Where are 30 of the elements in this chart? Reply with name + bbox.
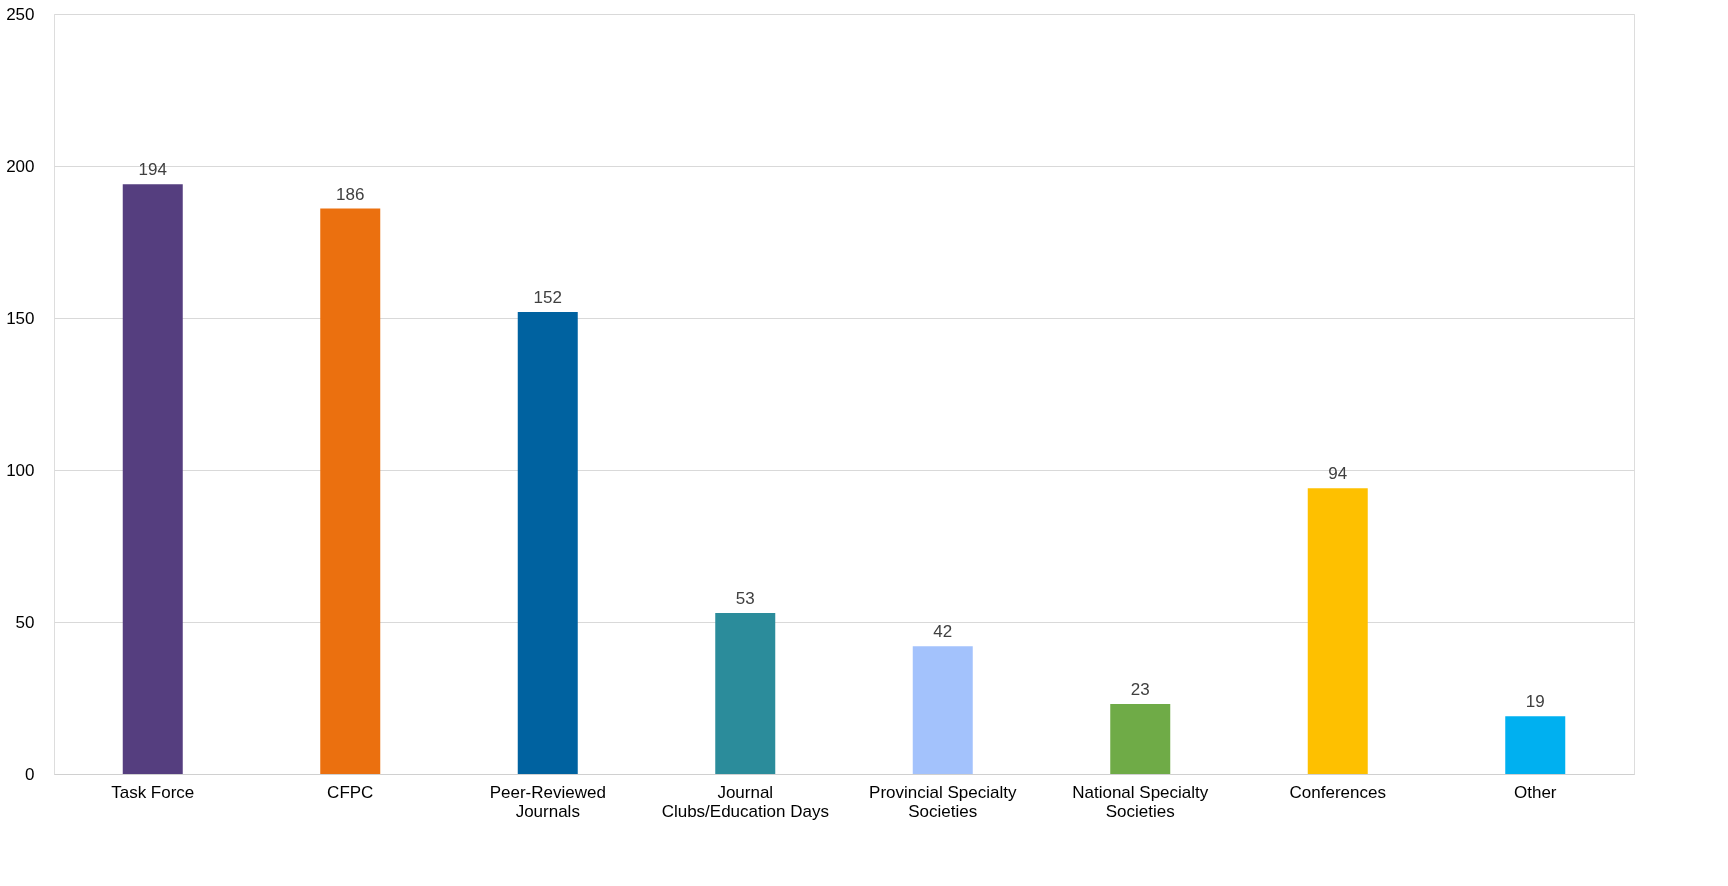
x-tick-label: Other	[1513, 782, 1557, 802]
bar	[1307, 488, 1368, 774]
data-label: 42	[933, 622, 953, 642]
data-label: 152	[533, 287, 562, 307]
data-label: 186	[336, 184, 365, 204]
x-tick-label: Peer-Reviewed Journals	[489, 782, 606, 821]
bar	[1110, 704, 1171, 774]
y-tick-label: 150	[6, 308, 35, 328]
data-label: 53	[735, 588, 755, 608]
x-tick-label: Provincial Specialty Societies	[869, 782, 1017, 821]
bar	[912, 646, 973, 774]
y-tick-label: 250	[6, 4, 35, 24]
bar	[122, 184, 183, 774]
data-label: 23	[1130, 680, 1150, 700]
data-label: 194	[138, 160, 167, 180]
x-tick-label: Conferences	[1289, 782, 1386, 802]
bar	[1505, 716, 1566, 774]
x-tick-label: Journal Clubs/Education Days	[661, 782, 829, 821]
data-label: 94	[1328, 464, 1348, 484]
x-tick-label: National Specialty Societies	[1072, 782, 1209, 821]
bar	[517, 311, 578, 774]
bar	[320, 208, 381, 774]
data-label: 19	[1525, 692, 1545, 712]
bar	[715, 612, 776, 774]
y-tick-label: 200	[6, 156, 35, 176]
y-tick-label: 50	[15, 612, 35, 632]
y-tick-label: 100	[6, 460, 35, 480]
y-tick-label: 0	[25, 764, 35, 784]
x-tick-label: CFPC	[327, 782, 374, 802]
x-tick-label: Task Force	[111, 782, 195, 802]
